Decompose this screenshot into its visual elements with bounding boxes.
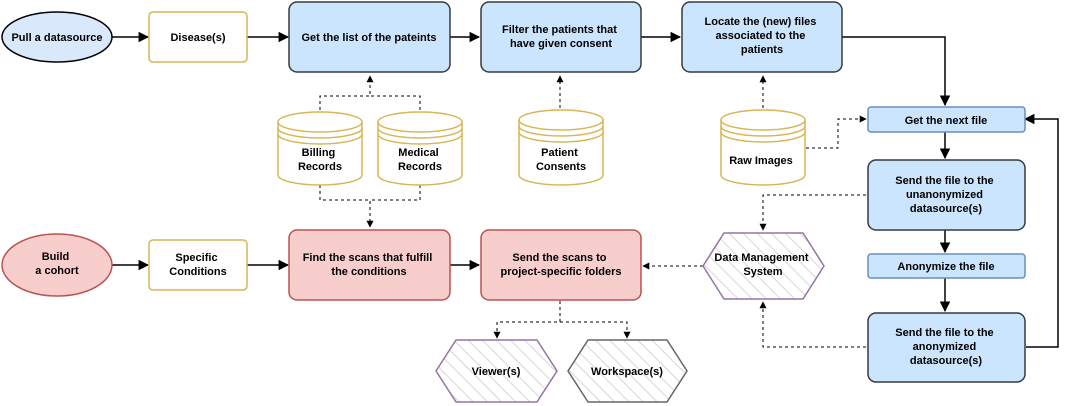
edges <box>112 31 1059 348</box>
workspaces-label: Workspace(s) <box>591 366 663 378</box>
edge-medical-to-get <box>370 95 421 110</box>
send-anonymized-node[interactable]: Send the file to the anonymized datasour… <box>867 312 1026 383</box>
specific-conditions-node[interactable]: Specific Conditions <box>148 239 248 291</box>
send-unanonymized-label: Send the file to the unanonymized dataso… <box>895 175 996 215</box>
edge-send-to-viewer <box>493 301 561 339</box>
send-scans-label: Send the scans to project-specific folde… <box>500 252 621 278</box>
specific-conditions-label: Specific Conditions <box>169 252 226 278</box>
diseases-label: Disease(s) <box>170 32 225 44</box>
filter-patients-node[interactable]: Filter the patients that have given cons… <box>480 1 642 73</box>
diseases-node[interactable]: Disease(s) <box>148 11 248 63</box>
edge-raw-to-next <box>806 115 867 149</box>
edge-send-to-workspace <box>560 321 631 339</box>
workspaces-node[interactable]: Workspace(s) <box>567 339 688 403</box>
data-management-system-node[interactable]: Data Management System <box>702 232 825 300</box>
edge-medical-to-find <box>370 185 421 201</box>
filter-patients-label: Filter the patients that have given cons… <box>502 24 620 50</box>
find-scans-label: Find the scans that fulfill the conditio… <box>303 252 436 278</box>
build-cohort-label: Build a cohort <box>35 251 79 277</box>
find-scans-node[interactable]: Find the scans that fulfill the conditio… <box>288 229 451 301</box>
medical-records-label: Medical Records <box>398 147 442 173</box>
raw-images-label: Raw Images <box>729 155 793 167</box>
edge-unanon-to-dms <box>759 194 866 231</box>
patient-consents-label: Patient Consents <box>536 147 586 173</box>
edge-locate-to-next-file <box>842 36 951 107</box>
viewers-label: Viewer(s) <box>472 366 521 378</box>
edge-anon-loop-to-next <box>1023 113 1059 348</box>
send-anonymized-label: Send the file to the anonymized datasour… <box>895 327 996 367</box>
billing-records-label: Billing Records <box>298 147 342 173</box>
pull-datasource-node[interactable]: Pull a datasource <box>1 11 113 63</box>
anonymize-file-label: Anonymize the file <box>897 261 994 273</box>
get-next-file-node[interactable]: Get the next file <box>867 106 1026 133</box>
send-scans-node[interactable]: Send the scans to project-specific folde… <box>480 229 642 301</box>
billing-records-db[interactable]: Billing Records <box>277 111 363 186</box>
get-next-file-label: Get the next file <box>905 115 988 127</box>
patient-consents-db[interactable]: Patient Consents <box>518 109 604 186</box>
anonymize-file-node[interactable]: Anonymize the file <box>867 253 1026 279</box>
edge-billing-to-find <box>319 185 374 228</box>
build-cohort-node[interactable]: Build a cohort <box>1 233 113 297</box>
medical-records-db[interactable]: Medical Records <box>377 111 463 186</box>
raw-images-db[interactable]: Raw Images <box>720 109 806 186</box>
locate-files-node[interactable]: Locate the (new) files associated to the… <box>681 1 843 73</box>
locate-files-label: Locate the (new) files associated to the… <box>705 16 820 56</box>
get-patients-label: Get the list of the pateints <box>301 32 436 44</box>
send-unanonymized-node[interactable]: Send the file to the unanonymized dataso… <box>867 159 1026 231</box>
viewers-node[interactable]: Viewer(s) <box>435 339 558 403</box>
data-management-system-label: Data Management System <box>714 252 811 278</box>
get-patients-node[interactable]: Get the list of the pateints <box>288 1 451 73</box>
edge-billing-to-get <box>319 75 374 110</box>
edge-anon-to-dms <box>759 301 866 348</box>
pull-datasource-label: Pull a datasource <box>11 32 102 44</box>
